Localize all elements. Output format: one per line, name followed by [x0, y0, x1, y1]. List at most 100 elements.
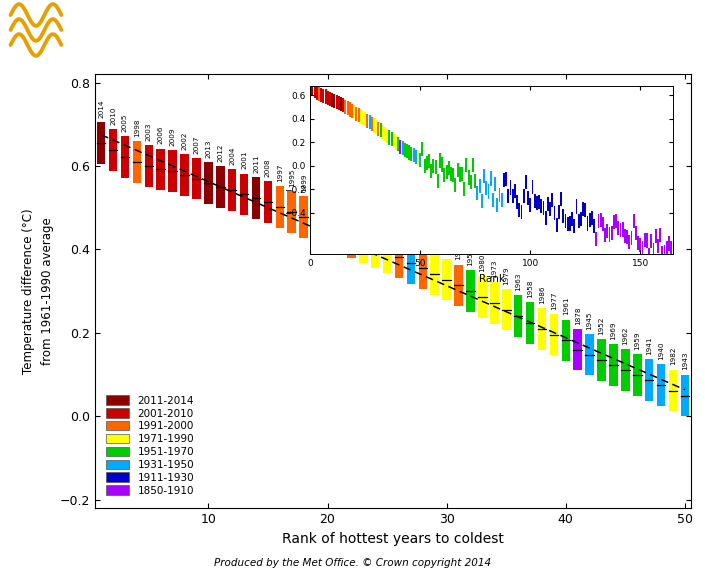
Bar	[375, 120, 377, 134]
Text: 1994: 1994	[348, 194, 355, 212]
Text: 2000: 2000	[312, 178, 319, 197]
Bar	[508, 188, 509, 203]
Text: 2008: 2008	[265, 159, 271, 178]
Y-axis label: Temperature difference (°C)
from 1961-1990 average: Temperature difference (°C) from 1961-19…	[23, 208, 54, 374]
Text: 1991: 1991	[336, 188, 343, 207]
Text: 1999: 1999	[300, 174, 307, 192]
Bar	[516, 195, 518, 209]
Bar	[585, 334, 594, 376]
Bar	[442, 259, 451, 300]
Bar	[668, 236, 670, 251]
Bar	[157, 148, 165, 190]
Bar	[485, 181, 487, 195]
Bar	[514, 184, 516, 198]
Bar	[398, 137, 399, 151]
Bar	[133, 141, 141, 183]
Bar	[633, 354, 642, 396]
Text: 2004: 2004	[229, 147, 235, 165]
Bar	[465, 158, 467, 172]
Bar	[431, 253, 439, 295]
Bar	[529, 198, 531, 212]
Bar	[320, 88, 322, 102]
Bar	[496, 198, 498, 212]
Bar	[589, 213, 591, 227]
Bar	[626, 230, 628, 244]
Bar	[532, 180, 534, 194]
Text: 1953: 1953	[467, 248, 474, 266]
Bar	[329, 91, 331, 106]
Bar	[417, 151, 419, 166]
Bar	[373, 118, 375, 132]
Bar	[466, 270, 474, 312]
Bar	[395, 236, 403, 278]
Bar	[618, 221, 619, 235]
Bar	[526, 302, 534, 344]
Text: 2009: 2009	[170, 127, 176, 146]
Bar	[487, 184, 489, 199]
Bar	[333, 94, 336, 108]
Bar	[345, 99, 346, 114]
X-axis label: Rank: Rank	[479, 274, 505, 284]
Bar	[355, 107, 357, 120]
Bar	[620, 223, 621, 237]
Bar	[400, 140, 401, 154]
Bar	[602, 218, 603, 231]
Bar	[600, 213, 601, 227]
Bar	[639, 238, 642, 252]
Text: 1982: 1982	[670, 347, 676, 365]
Bar	[669, 369, 678, 411]
Bar	[240, 174, 248, 215]
Bar	[657, 239, 658, 254]
Bar	[314, 83, 316, 98]
Bar	[347, 216, 355, 258]
Text: 1995: 1995	[289, 168, 295, 187]
Text: 2011: 2011	[253, 155, 259, 173]
Bar	[459, 167, 461, 182]
Text: 1962: 1962	[623, 326, 628, 345]
Bar	[611, 226, 613, 240]
Text: 1961: 1961	[563, 297, 569, 315]
Bar	[680, 375, 689, 416]
Bar	[410, 147, 412, 161]
Text: 1977: 1977	[551, 291, 557, 309]
Bar	[455, 178, 456, 192]
Bar	[474, 174, 476, 188]
Text: 1941: 1941	[646, 336, 652, 355]
Text: 1989: 1989	[443, 236, 450, 255]
Bar	[609, 344, 618, 385]
Bar	[580, 212, 582, 226]
Text: 1878: 1878	[575, 306, 581, 324]
Bar	[622, 223, 624, 236]
Bar	[573, 329, 582, 371]
Bar	[448, 160, 450, 175]
Bar	[635, 226, 637, 240]
Bar	[630, 231, 632, 246]
Bar	[383, 231, 391, 273]
Bar	[514, 295, 522, 337]
Bar	[512, 189, 513, 203]
Text: 2001: 2001	[241, 151, 247, 170]
Bar	[621, 349, 630, 391]
Bar	[386, 128, 388, 143]
Bar	[457, 163, 458, 178]
Bar	[424, 159, 426, 173]
Bar	[606, 224, 608, 238]
Bar	[407, 242, 415, 284]
Bar	[367, 114, 368, 128]
Bar	[490, 282, 498, 324]
Bar	[582, 202, 584, 216]
Bar	[563, 209, 564, 223]
Bar	[577, 214, 580, 228]
Bar	[655, 229, 656, 243]
Bar	[340, 97, 342, 111]
Text: 2013: 2013	[205, 139, 211, 158]
Bar	[527, 191, 529, 206]
Bar	[461, 167, 463, 181]
Bar	[525, 175, 527, 190]
Bar	[598, 214, 599, 228]
Text: 2014: 2014	[98, 99, 104, 118]
Text: 1998: 1998	[134, 118, 140, 137]
Bar	[371, 116, 373, 131]
Bar	[406, 144, 408, 158]
Text: 1959: 1959	[634, 331, 640, 349]
